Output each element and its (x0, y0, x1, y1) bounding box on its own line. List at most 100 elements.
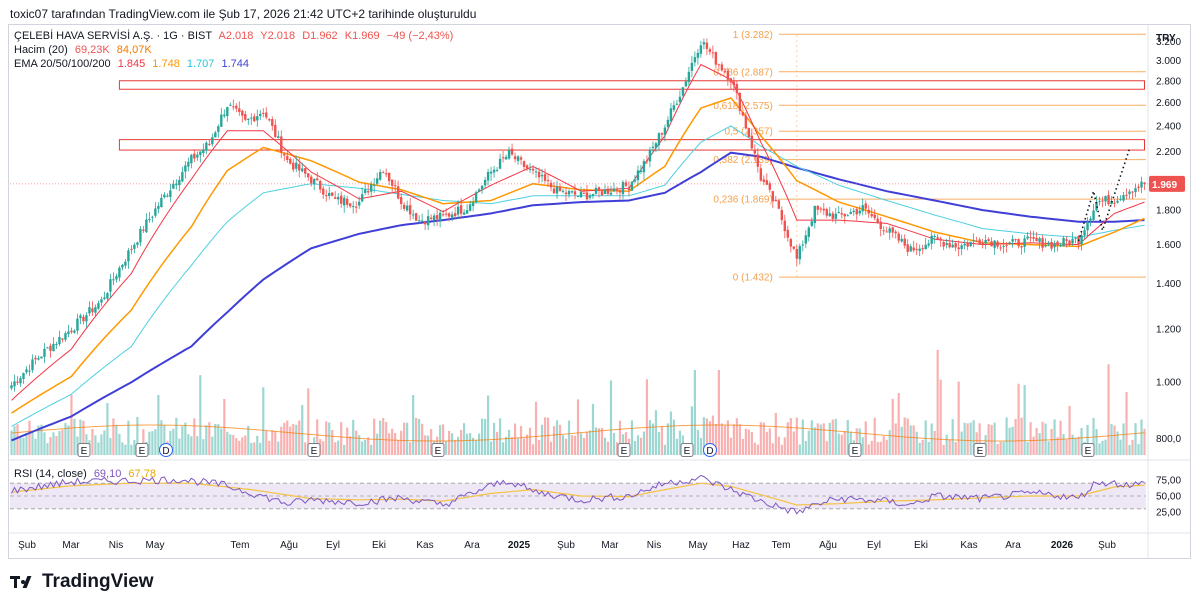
volume-bar (507, 429, 511, 455)
candle-body (735, 84, 739, 94)
volume-bar (199, 375, 202, 455)
earnings-marker[interactable]: E (431, 443, 445, 458)
time-axis-label: Eyl (867, 540, 881, 551)
candle-body (88, 307, 91, 314)
volume-bar (1110, 424, 1113, 455)
candle-body (1089, 218, 1092, 221)
earnings-marker[interactable]: E (680, 443, 694, 458)
candle (978, 237, 981, 246)
volume-bar (412, 394, 415, 455)
symbol-name[interactable]: ÇELEBİ HAVA SERVİSİ A.Ş. · 1G · BIST (14, 30, 213, 42)
volume-bar (855, 428, 858, 455)
candle-body (960, 245, 963, 249)
candle-body (642, 161, 646, 173)
volume-bar (915, 431, 918, 455)
last-price-tag (1149, 175, 1185, 192)
candle (555, 180, 559, 199)
candle-body (268, 119, 271, 121)
candle-body (408, 205, 412, 215)
volume-tick-label: 800,0 (1156, 434, 1181, 445)
candle (357, 196, 361, 209)
fib-level-label: 0,618 (2.575) (713, 101, 773, 112)
volume-bar (154, 429, 157, 455)
candle-body (199, 151, 202, 156)
volume-bar (660, 426, 664, 455)
candle-body (301, 168, 304, 172)
candle-body (999, 247, 1002, 249)
earnings-marker[interactable]: E (848, 443, 862, 458)
dividend-marker[interactable]: D (703, 443, 717, 458)
candle (813, 205, 816, 229)
ema200-value: 1.744 (221, 58, 250, 70)
candle (232, 99, 235, 111)
candle (1017, 238, 1020, 249)
candle-body (298, 164, 301, 171)
candle (609, 185, 613, 196)
dividend-marker[interactable]: D (159, 443, 173, 458)
tradingview-logo[interactable]: TradingView (10, 571, 154, 593)
earnings-marker[interactable]: E (1081, 443, 1095, 458)
candle (19, 376, 22, 387)
candle (1077, 235, 1080, 250)
volume-bar (1125, 392, 1128, 455)
candle-body (405, 205, 409, 211)
earnings-marker[interactable]: E (973, 443, 987, 458)
candle-body (525, 165, 529, 169)
volume-bar (960, 431, 963, 455)
candle (870, 207, 873, 219)
earnings-marker[interactable]: E (617, 443, 631, 458)
candle-body (417, 220, 421, 222)
candle (316, 171, 319, 181)
volume-bar (705, 418, 708, 455)
earnings-marker[interactable]: E (77, 443, 91, 458)
candle (277, 130, 280, 139)
candle-body (717, 64, 721, 66)
candle-body (612, 188, 616, 192)
candle-body (133, 244, 136, 249)
candle-body (334, 197, 337, 199)
candle (25, 366, 28, 375)
candle (76, 313, 79, 335)
volume-bar (501, 442, 505, 455)
volume-bar (471, 437, 475, 455)
candle (280, 130, 283, 159)
volume-bar (606, 441, 610, 455)
volume-bar (1071, 434, 1074, 455)
rsi-legend[interactable]: RSI (14, close) 69,10 67,78 (14, 468, 160, 480)
candle (208, 139, 211, 147)
volume-bar (1005, 417, 1008, 455)
candle (220, 107, 223, 128)
candle-body (322, 188, 325, 195)
volume-bar (301, 405, 304, 455)
candle-body (513, 156, 517, 160)
candle (85, 312, 88, 328)
volume-bar (244, 435, 247, 455)
candle-body (1092, 210, 1095, 220)
volume-bar (211, 436, 214, 455)
price-tick-label: 2.800 (1156, 76, 1181, 87)
candle (906, 239, 909, 256)
volume-bar (253, 442, 256, 455)
candle-body (127, 250, 130, 262)
candle-body (1104, 196, 1107, 202)
candle-body (1113, 202, 1116, 204)
candle-body (963, 243, 966, 246)
volume-bar (1065, 439, 1068, 455)
volume-bar (717, 370, 720, 455)
ema-legend[interactable]: EMA 20/50/100/200 1.845 1.748 1.707 1.74… (14, 58, 253, 70)
candle-body (420, 220, 424, 222)
candle (217, 124, 220, 138)
candle (693, 51, 697, 67)
candle-body (172, 183, 175, 189)
volume-bar (316, 419, 319, 455)
candle-body (387, 172, 391, 182)
earnings-marker[interactable]: E (135, 443, 149, 458)
candle-body (1056, 241, 1059, 246)
volume-bar (169, 430, 172, 455)
earnings-marker[interactable]: E (307, 443, 321, 458)
volume-bar (918, 442, 921, 455)
time-axis-label: Ara (1005, 540, 1021, 551)
volume-legend[interactable]: Hacim (20) 69,23K 84,07K (14, 44, 156, 56)
volume-bar (1041, 421, 1044, 455)
